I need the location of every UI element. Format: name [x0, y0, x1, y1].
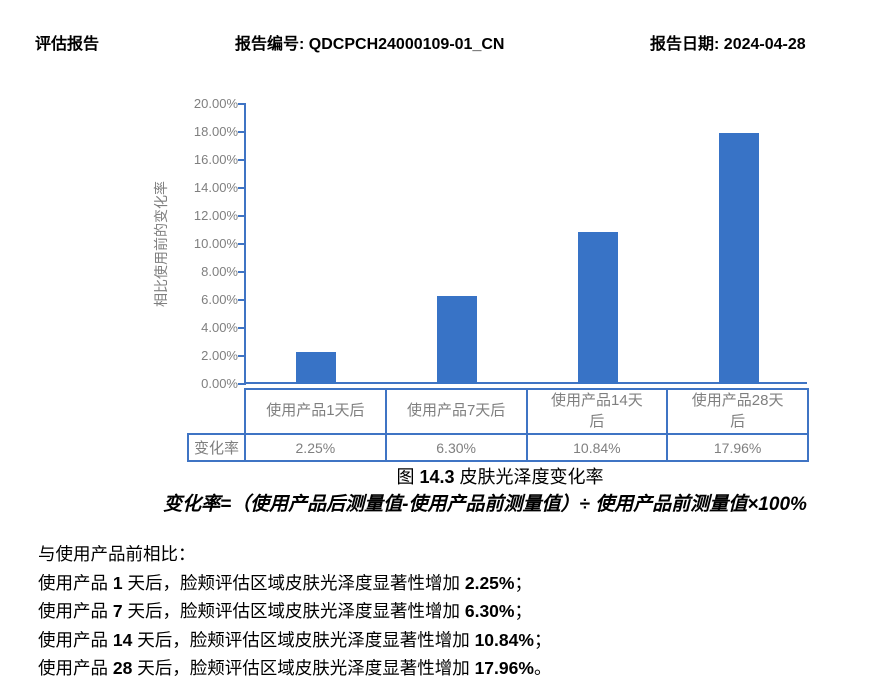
- report-date: 报告日期: 2024-04-28: [650, 30, 806, 54]
- table-value-cell: 6.30%: [384, 435, 526, 460]
- body-line-segment: 天后，脸颊评估区域皮肤光泽度显著性增加: [122, 572, 465, 593]
- formula-text: 变化率=（使用产品后测量值-使用产品前测量值）÷ 使用产品前测量值×100%: [163, 494, 807, 515]
- body-line-segment: ；: [514, 601, 532, 621]
- body-line-segment: 使用产品: [38, 658, 113, 678]
- category-cell: 使用产品7天后: [384, 390, 526, 433]
- y-tick-mark: [238, 131, 246, 133]
- y-tick-mark: [238, 355, 246, 357]
- y-tick-label: 0.00%: [201, 376, 238, 391]
- chart-bar: [577, 232, 618, 384]
- body-line-segment: 10.84%: [474, 629, 534, 650]
- body-line-segment: 使用产品: [38, 629, 113, 650]
- category-cell: 使用产品1天后: [266, 402, 365, 420]
- y-tick-label: 12.00%: [193, 208, 238, 223]
- body-line-segment: 1: [112, 572, 123, 593]
- y-tick-mark: [238, 243, 246, 245]
- report-date-label: 报告日期:: [650, 36, 720, 53]
- y-tick-label: 14.00%: [193, 180, 238, 195]
- body-line-segment: 17.96%: [474, 658, 534, 678]
- body-line: 使用产品 28 天后，脸颊评估区域皮肤光泽度显著性增加 17.96%。: [38, 654, 858, 683]
- y-tick-mark: [238, 271, 246, 273]
- table-value-row: 2.25% 6.30% 10.84% 17.96%: [244, 433, 809, 462]
- y-tick-mark: [238, 103, 246, 105]
- body-line: 使用产品 1 天后，脸颊评估区域皮肤光泽度显著性增加 2.25%；: [38, 569, 858, 598]
- chart-bar: [437, 296, 478, 384]
- chart-bar: [718, 133, 759, 384]
- body-line: 使用产品 7 天后，脸颊评估区域皮肤光泽度显著性增加 6.30%；: [38, 597, 858, 626]
- body-line: 与使用产品前相比：: [38, 540, 858, 569]
- report-date-value: 2024-04-28: [723, 36, 806, 53]
- chart-bar: [296, 352, 337, 384]
- body-line-segment: 使用产品: [38, 572, 113, 593]
- body-line-segment: 。: [533, 658, 552, 678]
- y-tick-label: 6.00%: [201, 292, 238, 307]
- body-line-segment: 天后，脸颊评估区域皮肤光泽度显著性增加: [132, 658, 475, 678]
- y-tick-label: 16.00%: [193, 152, 238, 167]
- y-tick-label: 20.00%: [193, 96, 238, 111]
- y-tick-label: 8.00%: [201, 264, 238, 279]
- table-value-cell: 17.96%: [666, 435, 807, 460]
- body-line-segment: 6.30%: [464, 601, 515, 621]
- body-line-segment: 14: [112, 629, 133, 650]
- y-tick-label: 2.00%: [201, 348, 238, 363]
- summary-text-block: 与使用产品前相比： 使用产品 1 天后，脸颊评估区域皮肤光泽度显著性增加 2.25…: [38, 540, 858, 683]
- body-line-segment: 28: [112, 658, 133, 678]
- category-cell: 使用产品28天 后: [666, 390, 807, 433]
- y-tick-label: 4.00%: [201, 320, 238, 335]
- y-tick-mark: [238, 159, 246, 161]
- body-line: 使用产品 14 天后，脸颊评估区域皮肤光泽度显著性增加 10.84%；: [38, 626, 858, 655]
- body-line-segment: ；: [514, 572, 532, 593]
- body-line-segment: 天后，脸颊评估区域皮肤光泽度显著性增加: [122, 601, 465, 621]
- report-number-label: 报告编号:: [235, 36, 305, 53]
- y-tick-label: 10.00%: [193, 236, 238, 251]
- y-tick-mark: [238, 327, 246, 329]
- category-axis-row: 使用产品1天后 使用产品7天后 使用产品14天 后使用产品28天 后: [244, 388, 809, 435]
- body-line-segment: 天后，脸颊评估区域皮肤光泽度显著性增加: [132, 629, 475, 650]
- y-tick-label: 18.00%: [193, 124, 238, 139]
- body-line-segment: 使用产品: [38, 601, 113, 621]
- table-value-cell: 2.25%: [295, 439, 336, 456]
- body-line-segment: 7: [112, 601, 123, 621]
- y-tick-mark: [238, 383, 246, 385]
- body-line-segment: ；: [533, 629, 552, 650]
- y-tick-mark: [238, 215, 246, 217]
- figure-caption: 图 14.3 皮肤光泽度变化率: [140, 463, 860, 489]
- table-value-cell: 10.84%: [525, 435, 667, 460]
- body-line-segment: 与使用产品前相比：: [38, 544, 196, 564]
- y-tick-mark: [238, 187, 246, 189]
- y-tick-mark: [238, 299, 246, 301]
- report-title-text: 评估报告: [35, 36, 100, 53]
- report-number: 报告编号: QDCPCH24000109-01_CN: [235, 30, 504, 54]
- figure-caption-segment: 图: [396, 467, 420, 487]
- report-number-value: QDCPCH24000109-01_CN: [308, 36, 505, 53]
- body-line-segment: 2.25%: [464, 572, 515, 593]
- table-row-label: 变化率: [187, 433, 246, 462]
- figure-caption-segment: 14.3: [419, 467, 455, 487]
- report-title: 评估报告: [35, 30, 99, 54]
- figure-caption-segment: 皮肤光泽度变化率: [454, 467, 604, 487]
- category-cell: 使用产品14天 后: [525, 390, 667, 433]
